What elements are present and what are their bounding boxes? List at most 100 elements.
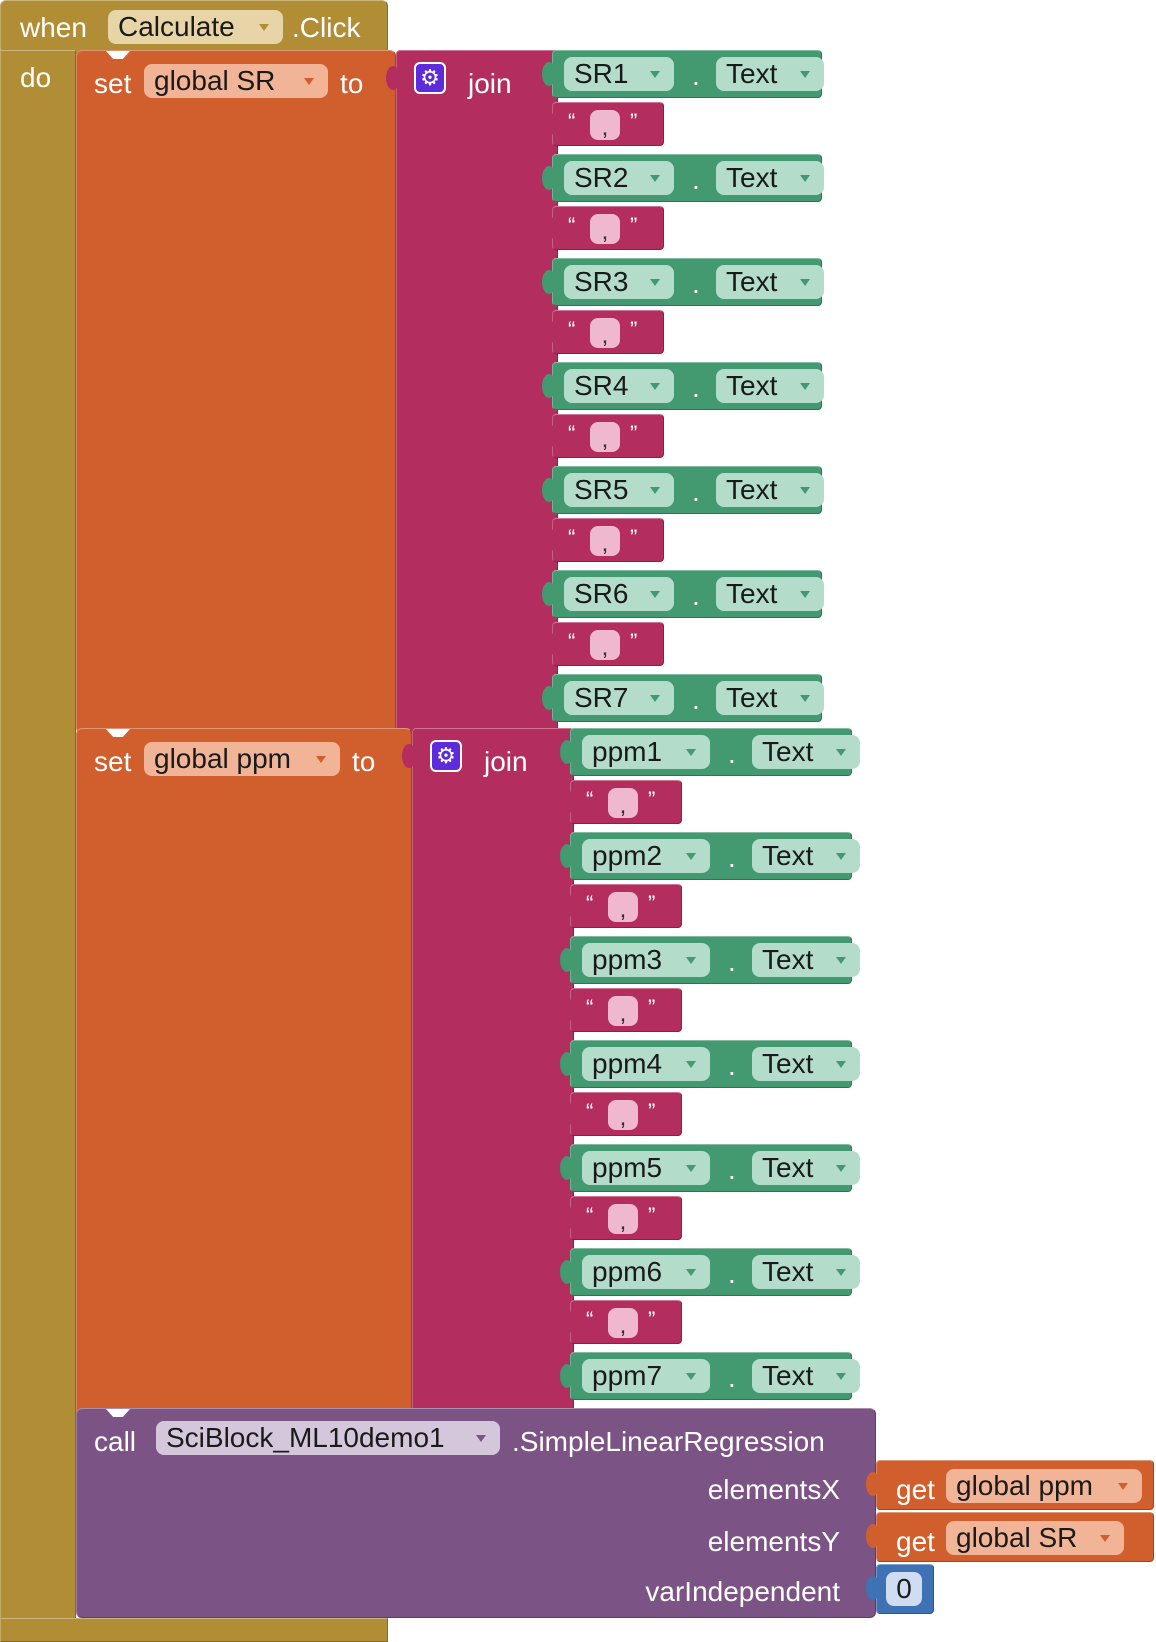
chevron-down-icon [686,1165,696,1172]
chevron-down-icon [686,1061,696,1068]
get-variable-dropdown[interactable]: global ppm [946,1469,1142,1503]
property-dropdown-text[interactable]: Text [752,1255,860,1289]
separator-text-field[interactable]: , [608,1308,638,1339]
separator-text-field[interactable]: , [590,630,620,661]
property-dropdown-text[interactable]: Text [752,839,860,873]
close-quote-label: ” [630,109,638,134]
component-dropdown-SR3[interactable]: SR3 [564,265,674,299]
dot-label: . [728,1050,736,1081]
chevron-down-icon [650,695,660,702]
input-plug [542,424,556,448]
component-dropdown-SR7[interactable]: SR7 [564,681,674,715]
component-dropdown-sciblock[interactable]: SciBlock_ML10demo1 [156,1421,500,1455]
set_sr-set-block[interactable] [76,50,396,734]
close-quote-label: ” [648,1203,656,1228]
open-quote-label: “ [568,421,576,446]
component-dropdown-SR6[interactable]: SR6 [564,577,674,611]
component-dropdown-ppm6[interactable]: ppm6 [582,1255,710,1289]
statement-notch [106,51,130,59]
separator-text-field[interactable]: , [590,214,620,245]
component-dropdown-sciblock-label: SciBlock_ML10demo1 [166,1422,445,1453]
chevron-down-icon [800,383,810,390]
dot-label: . [692,372,700,403]
chevron-down-icon [650,175,660,182]
chevron-down-icon [800,487,810,494]
property-dropdown-text[interactable]: Text [752,1047,860,1081]
mutator-gear-icon[interactable]: ⚙ [430,740,462,772]
separator-text-field[interactable]: , [590,526,620,557]
open-quote-label: “ [586,787,594,812]
open-quote-label: “ [586,891,594,916]
chevron-down-icon [1100,1535,1110,1542]
close-quote-label: ” [630,213,638,238]
separator-text-field[interactable]: , [590,422,620,453]
input-plug [542,320,556,344]
chevron-down-icon [650,279,660,286]
property-dropdown-text[interactable]: Text [716,161,824,195]
number-field[interactable]: 0 [886,1572,922,1606]
separator-text-field[interactable]: , [608,892,638,923]
set_ppm-set-block[interactable] [76,728,412,1424]
component-dropdown-calculate[interactable]: Calculate [108,10,283,44]
component-dropdown-SR1[interactable]: SR1 [564,57,674,91]
get-label: get [896,1474,935,1505]
dot-label: . [692,580,700,611]
set_ppm-join-block[interactable] [412,728,574,1424]
call-label: call [94,1426,137,1457]
dot-label: . [728,738,736,769]
separator-text-field[interactable]: , [608,1204,638,1235]
close-quote-label: ” [648,1307,656,1332]
property-dropdown-text[interactable]: Text [716,57,824,91]
variable-dropdown[interactable]: global ppm [144,742,340,776]
dot-label: . [692,60,700,91]
param-label-varIndependent: varIndependent [645,1576,840,1607]
chevron-down-icon [800,591,810,598]
separator-text-field[interactable]: , [608,996,638,1027]
input-plug [560,1364,574,1388]
property-dropdown-text[interactable]: Text [752,1151,860,1185]
separator-text-field[interactable]: , [608,1100,638,1131]
component-dropdown-ppm7[interactable]: ppm7 [582,1359,710,1393]
property-dropdown-text[interactable]: Text [752,1359,860,1393]
variable-dropdown[interactable]: global SR [144,64,328,98]
dot-label: . [728,946,736,977]
chevron-down-icon [650,383,660,390]
component-dropdown-SR2[interactable]: SR2 [564,161,674,195]
open-quote-label: “ [568,629,576,654]
set_sr-join-block[interactable] [396,50,558,734]
input-plug [560,1206,574,1230]
property-dropdown-text[interactable]: Text [752,943,860,977]
separator-text-field[interactable]: , [608,788,638,819]
component-dropdown-ppm4[interactable]: ppm4 [582,1047,710,1081]
component-dropdown-SR7-label: SR7 [574,682,629,713]
property-dropdown-text[interactable]: Text [716,473,824,507]
property-dropdown-text[interactable]: Text [716,265,824,299]
property-dropdown-text[interactable]: Text [716,577,824,611]
component-dropdown-ppm3[interactable]: ppm3 [582,943,710,977]
property-dropdown-text[interactable]: Text [716,681,824,715]
component-dropdown-ppm7-label: ppm7 [592,1360,663,1391]
chevron-down-icon [650,487,660,494]
dot-label: . [692,476,700,507]
dot-label: . [692,164,700,195]
open-quote-label: “ [586,995,594,1020]
input-plug [560,844,574,868]
open-quote-label: “ [568,317,576,342]
get-variable-dropdown[interactable]: global SR [946,1521,1124,1555]
property-dropdown-text-label: Text [726,266,778,297]
variable-dropdown-label: global ppm [154,743,291,774]
mutator-gear-icon[interactable]: ⚙ [414,62,446,94]
property-dropdown-text[interactable]: Text [716,369,824,403]
component-dropdown-ppm5[interactable]: ppm5 [582,1151,710,1185]
separator-text-field[interactable]: , [590,110,620,141]
input-plug [402,744,416,768]
component-dropdown-ppm2[interactable]: ppm2 [582,839,710,873]
component-dropdown-SR5[interactable]: SR5 [564,473,674,507]
component-dropdown-ppm1[interactable]: ppm1 [582,735,710,769]
property-dropdown-text[interactable]: Text [752,735,860,769]
separator-text-field[interactable]: , [590,318,620,349]
input-plug [542,216,556,240]
component-dropdown-SR4[interactable]: SR4 [564,369,674,403]
dot-label: . [728,1362,736,1393]
chevron-down-icon [686,1373,696,1380]
